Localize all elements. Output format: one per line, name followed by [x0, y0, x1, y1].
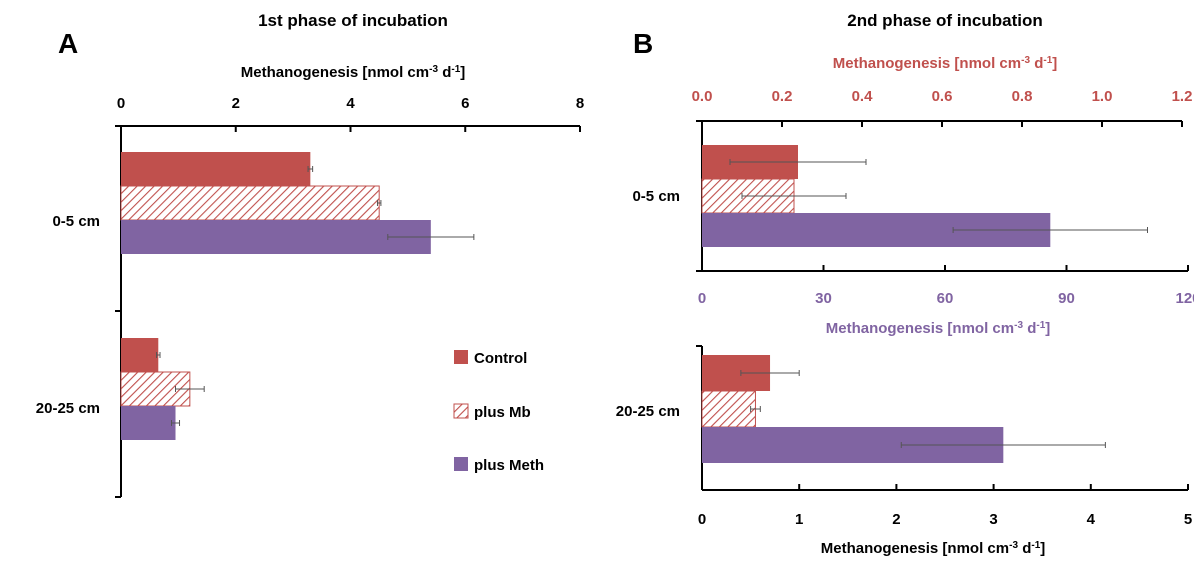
- label-text: ]: [1040, 540, 1045, 557]
- label-unit: d: [1027, 320, 1036, 337]
- x-tick-label: 6: [461, 95, 469, 112]
- top-axis-tick-label: 0.4: [852, 88, 874, 105]
- panel-a-xlabel-text: Methanogenesis [nmol cm-3 d-1]: [241, 64, 466, 82]
- top-axis-tick-label: 0.2: [772, 88, 793, 105]
- label-unit: cm: [407, 64, 429, 81]
- top-axis-tick-label: 1.2: [1172, 88, 1193, 105]
- label-text: Methanogenesis [nmol: [833, 55, 1000, 72]
- label-superscript: -3: [1021, 55, 1030, 66]
- label-superscript: -1: [1043, 55, 1052, 66]
- panel-a-title: 1st phase of incubation: [258, 11, 448, 30]
- panel-letter-b: B: [633, 28, 653, 59]
- top-axis-tick-label: 0.8: [1012, 88, 1033, 105]
- category-label: 0-5 cm: [632, 188, 680, 205]
- label-unit: d: [1022, 540, 1031, 557]
- category-label: 20-25 cm: [36, 400, 100, 417]
- category-label: 0-5 cm: [52, 213, 100, 230]
- bottom-axis-tick-label: 4: [1087, 511, 1096, 528]
- x-tick-label: 0: [117, 95, 125, 112]
- bottom-axis-tick-label: 90: [1058, 290, 1075, 307]
- top-axis-tick-label: 1.0: [1092, 88, 1113, 105]
- label-unit: d: [442, 64, 451, 81]
- label-text: Methanogenesis [nmol: [821, 540, 988, 557]
- bottom-axis-tick-label: 0: [698, 511, 706, 528]
- panel-a-xlabel: Methanogenesis [nmol cm-3 d-1]: [241, 64, 466, 82]
- panel-a-plot: 0 2 4 6 8 0-5 cm 20-25 cm: [36, 95, 584, 498]
- legend-swatch-mb: [453, 403, 469, 419]
- bottom-axis-tick-label: 120: [1175, 290, 1194, 307]
- label-unit: cm: [992, 320, 1014, 337]
- bar: [121, 220, 431, 254]
- legend: Control plus Mb plus Meth: [453, 350, 544, 474]
- legend-swatch-control: [454, 350, 468, 364]
- label-text: ]: [1045, 320, 1050, 337]
- bottom-axis-tick-label: 5: [1184, 511, 1192, 528]
- label-text: ]: [460, 64, 465, 81]
- label-text: Methanogenesis [nmol: [241, 64, 408, 81]
- label-superscript: -3: [429, 64, 438, 75]
- label-text: Methanogenesis [nmol: [826, 320, 993, 337]
- legend-label-mb: plus Mb: [474, 404, 531, 421]
- bottom-axis-label-upper: Methanogenesis [nmol cm-3 d-1]: [826, 320, 1051, 338]
- panel-b-plot: Methanogenesis [nmol cm-3 d-1]0.0 0.2 0.4 0…: [616, 55, 1194, 558]
- legend-label-meth: plus Meth: [474, 457, 544, 474]
- top-axis-label: Methanogenesis [nmol cm-3 d-1]: [833, 55, 1058, 73]
- bottom-axis-tick-label: 60: [937, 290, 954, 307]
- bar: [120, 185, 380, 221]
- bottom-axis-label-lower: Methanogenesis [nmol cm-3 d-1]: [821, 540, 1046, 558]
- bar: [121, 152, 311, 186]
- bar: [121, 338, 159, 372]
- legend-swatch-meth: [454, 457, 468, 471]
- x-tick-label: 2: [232, 95, 240, 112]
- label-superscript: -1: [1036, 320, 1045, 331]
- x-tick-label: 8: [576, 95, 584, 112]
- panel-b-title: 2nd phase of incubation: [847, 11, 1043, 30]
- top-axis-tick-label: 0.6: [932, 88, 953, 105]
- panel-letter-a: A: [58, 28, 78, 59]
- label-superscript: -3: [1014, 320, 1023, 331]
- bottom-axis-tick-label: 0: [698, 290, 706, 307]
- top-axis-tick-label: 0.0: [692, 88, 713, 105]
- label-unit: cm: [987, 540, 1009, 557]
- label-unit: cm: [999, 55, 1021, 72]
- label-text: ]: [1052, 55, 1057, 72]
- category-label: 20-25 cm: [616, 403, 680, 420]
- bottom-axis-tick-label: 30: [815, 290, 832, 307]
- bottom-axis-tick-label: 1: [795, 511, 803, 528]
- label-superscript: -1: [1031, 540, 1040, 551]
- bottom-axis-tick-label: 2: [892, 511, 900, 528]
- label-unit: d: [1034, 55, 1043, 72]
- label-superscript: -3: [1009, 540, 1018, 551]
- bar: [701, 390, 756, 428]
- legend-label-control: Control: [474, 350, 527, 367]
- bottom-axis-tick-label: 3: [989, 511, 997, 528]
- x-tick-label: 4: [346, 95, 355, 112]
- label-superscript: -1: [451, 64, 460, 75]
- bar: [121, 406, 176, 440]
